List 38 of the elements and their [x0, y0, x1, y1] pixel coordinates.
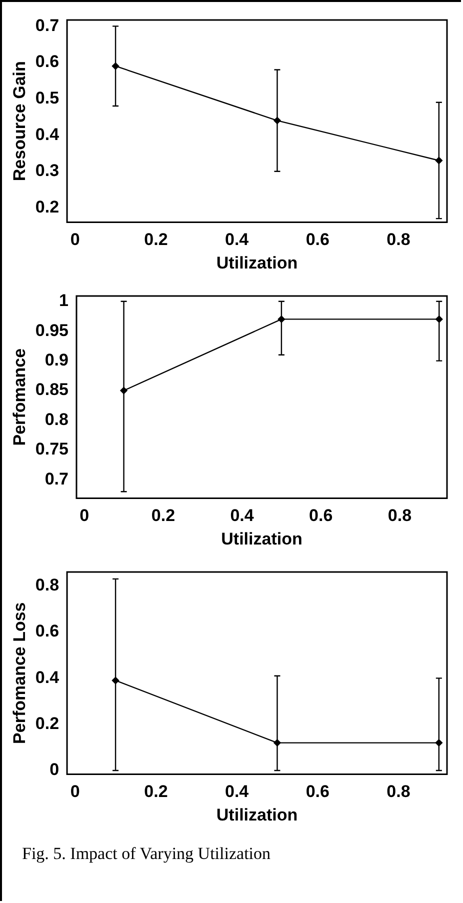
y-tick-label: 0.2 [35, 197, 60, 216]
y-tick-label: 0.95 [35, 320, 68, 340]
y-tick-label: 0.75 [35, 440, 68, 459]
x-tick-label: 0.4 [224, 782, 250, 802]
y-axis-title: Resource Gain [10, 61, 29, 182]
x-tick-label: 0.6 [306, 230, 330, 250]
x-tick-label: 0.8 [386, 230, 410, 250]
x-tick-label: 0.4 [230, 506, 254, 526]
y-tick-label: 0 [50, 760, 60, 780]
caption: Fig. 5. Impact of Varying Utilization [22, 844, 272, 864]
y-tick-label: 0.2 [35, 714, 60, 734]
x-tick-label: 0.2 [151, 506, 176, 526]
y-tick-label: 1 [59, 291, 68, 310]
x-tick-label: 0.8 [386, 782, 410, 802]
x-tick-label: 0.2 [144, 782, 168, 802]
y-tick-label: 0.6 [35, 622, 60, 641]
y-tick-label: 0.85 [35, 380, 68, 400]
y-tick-label: 0.8 [44, 410, 68, 429]
y-tick-label: 0.5 [35, 88, 60, 108]
y-tick-label: 0.4 [35, 124, 60, 144]
y-tick-label: 0.6 [35, 52, 60, 72]
x-axis-title: Utilization [221, 529, 302, 548]
x-tick-label: 0 [80, 506, 90, 526]
y-tick-label: 0.7 [35, 16, 60, 35]
y-axis-title: Perfomance Loss [10, 602, 29, 744]
x-tick-label: 0.4 [224, 230, 250, 250]
y-axis-title: Perfomance [10, 348, 29, 446]
x-axis-title: Utilization [216, 805, 298, 824]
y-tick-label: 0.9 [44, 350, 68, 370]
x-tick-label: 0.2 [144, 230, 168, 250]
x-tick-label: 0.6 [309, 506, 333, 526]
x-tick-label: 0.6 [306, 782, 330, 802]
y-tick-label: 0.7 [44, 469, 68, 488]
x-axis-title: Utilization [216, 253, 298, 272]
x-tick-label: 0.8 [388, 506, 412, 526]
y-tick-label: 0.3 [35, 161, 60, 180]
y-tick-label: 0.4 [35, 668, 60, 687]
y-tick-label: 0.8 [35, 576, 60, 595]
